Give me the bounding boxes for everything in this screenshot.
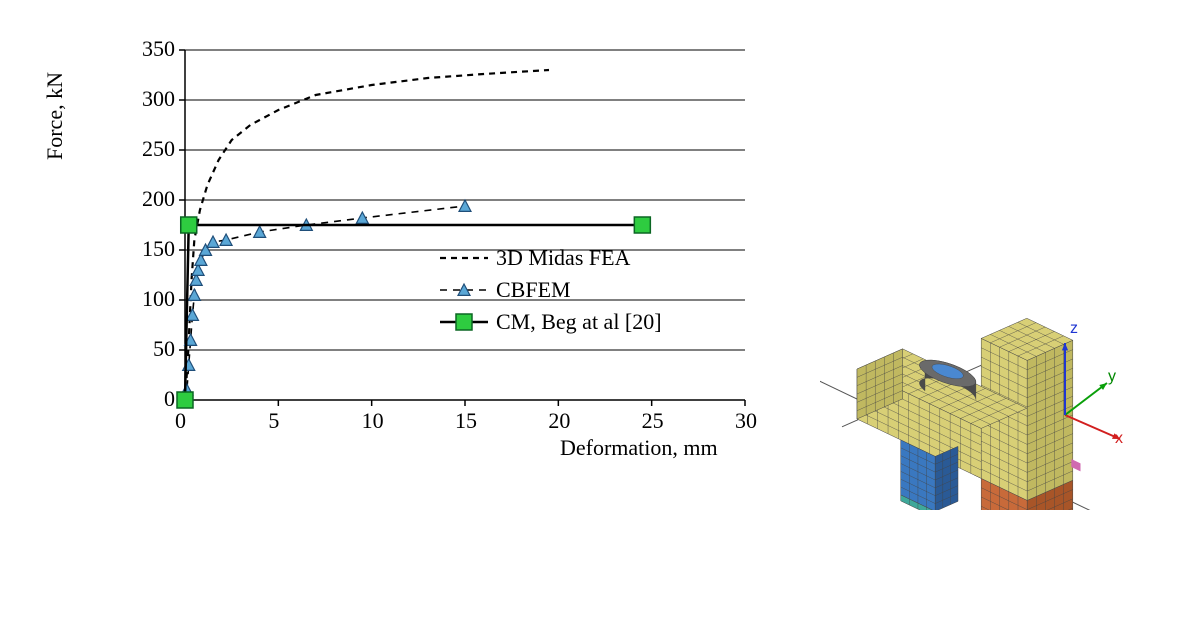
legend-entry: CM, Beg at al [20] [440,309,662,335]
x-tick-label: 10 [362,408,384,434]
legend-entry: CBFEM [440,277,571,303]
y-tick-label: 350 [142,36,175,62]
fea-svg [820,110,1140,510]
legend-label: CBFEM [496,277,571,303]
axis-x-label: x [1115,430,1123,448]
y-axis-label: Force, kN [42,72,68,160]
x-tick-label: 0 [175,408,186,434]
legend-label: 3D Midas FEA [496,245,630,271]
y-tick-label: 250 [142,136,175,162]
x-tick-label: 25 [642,408,664,434]
y-tick-label: 100 [142,286,175,312]
y-tick-label: 200 [142,186,175,212]
legend-entry: 3D Midas FEA [440,245,630,271]
force-deformation-chart: Force, kN Deformation, mm 05101520253005… [70,40,770,470]
figure-stage: Force, kN Deformation, mm 05101520253005… [0,0,1200,630]
x-tick-label: 5 [268,408,279,434]
y-tick-label: 0 [164,386,175,412]
chart-svg [70,40,770,470]
x-tick-label: 30 [735,408,757,434]
x-tick-label: 20 [548,408,570,434]
y-tick-label: 300 [142,86,175,112]
axis-y-label: y [1108,368,1116,386]
y-tick-label: 50 [153,336,175,362]
y-tick-label: 150 [142,236,175,262]
axis-z-label: z [1070,320,1078,338]
legend-label: CM, Beg at al [20] [496,309,662,335]
x-axis-label: Deformation, mm [560,435,718,461]
x-tick-label: 15 [455,408,477,434]
fea-3d-model: x y z [820,110,1140,510]
